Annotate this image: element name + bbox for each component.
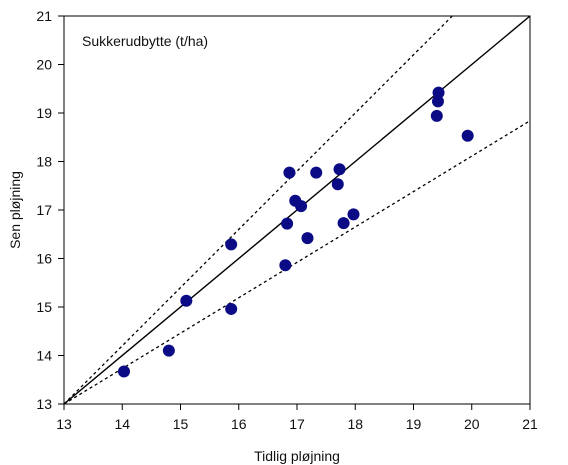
data-point — [337, 217, 350, 230]
y-tick-label: 19 — [36, 105, 52, 121]
reference-line-dotted-2 — [64, 120, 530, 404]
x-tick-label: 17 — [289, 416, 305, 432]
x-tick-label: 13 — [56, 416, 72, 432]
data-point — [281, 217, 294, 230]
reference-line-dotted-1 — [64, 16, 454, 404]
data-point — [283, 166, 296, 179]
y-tick-label: 17 — [36, 202, 52, 218]
x-tick-label: 16 — [231, 416, 247, 432]
data-point — [331, 178, 344, 191]
y-axis-ticks: 13 14 15 16 17 18 19 20 21 — [36, 8, 64, 412]
y-tick-label: 14 — [36, 348, 52, 364]
x-axis-ticks: 13 14 15 16 17 18 19 20 21 — [56, 404, 538, 432]
x-tick-label: 18 — [347, 416, 363, 432]
chart-annotation: Sukkerudbytte (t/ha) — [82, 33, 208, 49]
x-axis-label: Tidlig pløjning — [254, 448, 340, 464]
data-point — [225, 302, 238, 315]
y-tick-label: 16 — [36, 251, 52, 267]
data-point — [117, 365, 130, 378]
data-point — [279, 259, 292, 272]
x-tick-label: 20 — [464, 416, 480, 432]
y-tick-label: 13 — [36, 396, 52, 412]
y-axis-label: Sen pløjning — [7, 171, 23, 249]
data-point — [225, 238, 238, 251]
data-point — [162, 344, 175, 357]
y-tick-label: 15 — [36, 299, 52, 315]
x-tick-label: 15 — [173, 416, 189, 432]
data-point — [301, 232, 314, 245]
data-point — [347, 208, 360, 221]
x-tick-label: 19 — [406, 416, 422, 432]
data-point — [432, 86, 445, 99]
data-point — [461, 129, 474, 142]
data-point — [431, 95, 444, 108]
y-tick-label: 20 — [36, 57, 52, 73]
x-tick-label: 14 — [114, 416, 130, 432]
data-point — [333, 163, 346, 176]
y-tick-label: 21 — [36, 8, 52, 24]
x-tick-label: 21 — [522, 416, 538, 432]
data-point — [310, 166, 323, 179]
data-point — [430, 109, 443, 122]
y-tick-label: 18 — [36, 154, 52, 170]
data-points — [117, 86, 474, 378]
data-point — [295, 200, 308, 213]
data-point — [180, 294, 193, 307]
